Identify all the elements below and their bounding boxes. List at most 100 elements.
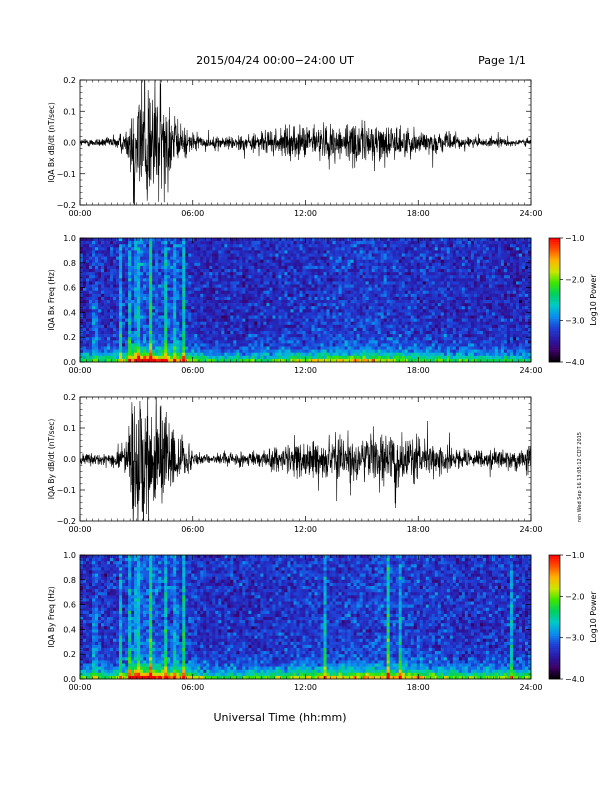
- spectrogram-cell: [179, 256, 183, 260]
- spectrogram-cell: [200, 321, 204, 326]
- spectrogram-cell: [308, 265, 312, 270]
- spectrogram-cell: [83, 306, 87, 310]
- spectrogram-cell: [194, 346, 198, 350]
- spectrogram-cell: [125, 343, 129, 347]
- spectrogram-cell: [341, 334, 345, 338]
- spectrogram-cell: [215, 256, 219, 260]
- spectrogram-cell: [116, 287, 120, 291]
- spectrogram-cell: [179, 275, 183, 279]
- spectrogram-cell: [164, 337, 168, 341]
- spectrogram-cell: [356, 343, 360, 347]
- spectrogram-cell: [137, 256, 141, 260]
- spectrogram-cell: [374, 278, 378, 282]
- spectrogram-cell: [233, 287, 237, 291]
- spectrogram-cell: [269, 253, 273, 257]
- spectrogram-cell: [239, 343, 243, 347]
- spectrogram-cell: [266, 343, 270, 347]
- spectrogram-cell: [101, 340, 105, 344]
- spectrogram-cell: [275, 296, 279, 301]
- spectrogram-cell: [86, 349, 90, 353]
- spectrogram-cell: [152, 253, 156, 257]
- spectrogram-cell: [392, 349, 396, 353]
- spectrogram-cell: [152, 324, 156, 329]
- spectrogram-cell: [386, 355, 390, 360]
- spectrogram-cell: [299, 253, 303, 257]
- spectrogram-cell: [119, 331, 123, 335]
- spectrogram-cell: [377, 358, 381, 363]
- spectrogram-cell: [173, 358, 177, 363]
- spectrogram-cell: [245, 340, 249, 344]
- spectrogram-cell: [206, 272, 210, 276]
- spectrogram-cell: [158, 293, 162, 298]
- spectrogram-cell: [329, 253, 333, 257]
- spectrogram-cell: [359, 296, 363, 301]
- spectrogram-cell: [272, 290, 276, 295]
- spectrogram-cell: [230, 312, 234, 316]
- spectrogram-cell: [248, 275, 252, 279]
- spectrogram-cell: [245, 275, 249, 279]
- spectrogram-cell: [212, 259, 216, 264]
- spectrogram-cell: [278, 278, 282, 282]
- spectrogram-cell: [140, 312, 144, 316]
- spectrogram-cell: [197, 281, 201, 285]
- spectrogram-cell: [173, 303, 177, 307]
- spectrogram-cell: [353, 278, 357, 282]
- spectrogram-cell: [278, 358, 282, 363]
- spectrogram-cell: [275, 300, 279, 304]
- spectrogram-cell: [287, 250, 291, 254]
- spectrogram-cell: [335, 265, 339, 270]
- spectrogram-cell: [260, 340, 264, 344]
- spectrogram-cell: [428, 241, 433, 245]
- spectrogram-cell: [233, 303, 237, 307]
- spectrogram-cell: [236, 327, 240, 332]
- spectrogram-cell: [332, 284, 336, 288]
- spectrogram-cell: [188, 349, 192, 353]
- spectrogram-cell: [80, 278, 84, 282]
- spectrogram-cell: [350, 241, 354, 245]
- spectrogram-cell: [239, 355, 243, 360]
- spectrogram-cell: [122, 309, 126, 313]
- spectrogram-cell: [419, 300, 424, 304]
- spectrogram-cell: [125, 349, 129, 353]
- spectrogram-cell: [80, 324, 84, 329]
- spectrogram-cell: [260, 337, 264, 341]
- spectrogram-cell: [176, 358, 180, 363]
- spectrogram-cell: [281, 318, 285, 322]
- spectrogram-cell: [140, 324, 144, 329]
- spectrogram-cell: [272, 241, 276, 245]
- spectrogram-cell: [362, 346, 366, 350]
- spectrogram-cell: [149, 296, 153, 301]
- spectrogram-cell: [254, 346, 258, 350]
- spectrogram-cell: [332, 253, 336, 257]
- spectrogram-cell: [419, 284, 424, 288]
- spectrogram-cell: [182, 253, 186, 257]
- spectrogram-cell: [386, 352, 390, 357]
- spectrogram-cell: [215, 315, 219, 319]
- spectrogram-cell: [236, 331, 240, 335]
- spectrogram-cell: [95, 352, 99, 357]
- spectrogram-cell: [131, 275, 135, 279]
- spectrogram-cell: [437, 321, 442, 326]
- spectrogram-cell: [146, 355, 150, 360]
- spectrogram-cell: [422, 327, 427, 332]
- spectrogram-cell: [167, 272, 171, 276]
- spectrogram-cell: [125, 278, 129, 282]
- spectrogram-cell: [341, 324, 345, 329]
- spectrogram-cell: [104, 247, 108, 251]
- spectrogram-cell: [248, 247, 252, 251]
- spectrogram-cell: [206, 334, 210, 338]
- spectrogram-cell: [278, 275, 282, 279]
- spectrogram-cell: [179, 315, 183, 319]
- spectrogram-cell: [347, 303, 351, 307]
- spectrogram-cell: [398, 244, 403, 248]
- spectrogram-cell: [428, 327, 433, 332]
- spectrogram-cell: [389, 318, 393, 322]
- spectrogram-cell: [122, 281, 126, 285]
- spectrogram-cell: [272, 349, 276, 353]
- spectrogram-cell: [197, 324, 201, 329]
- spectrogram-cell: [353, 355, 357, 360]
- spectrogram-cell: [353, 306, 357, 310]
- spectrogram-cell: [374, 244, 378, 248]
- spectrogram-cell: [248, 349, 252, 353]
